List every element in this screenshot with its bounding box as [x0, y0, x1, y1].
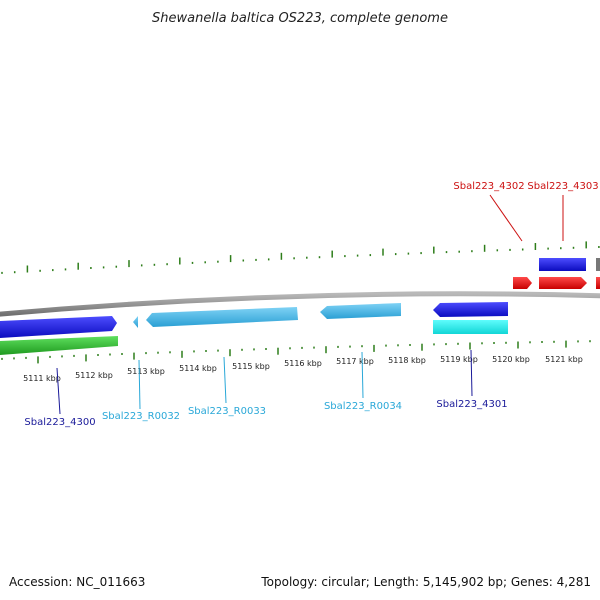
- scale-label: 5116 kbp: [284, 359, 322, 368]
- scale-label: 5113 kbp: [127, 367, 165, 376]
- feature-sbal223-r0032[interactable]: [133, 316, 138, 328]
- feature-sbal223-4302[interactable]: [513, 277, 532, 289]
- genome-summary-text: Topology: circular; Length: 5,145,902 bp…: [260, 575, 591, 589]
- scale-labels: 5111 kbp 5112 kbp 5113 kbp 5114 kbp 5115 kbp…: [23, 355, 583, 383]
- accession-text: Accession: NC_011663: [9, 575, 145, 589]
- scale-label: 5121 kbp: [545, 355, 583, 364]
- label-sbal223-r0034[interactable]: Sbal223_R0034: [324, 401, 402, 412]
- scale-label: 5114 kbp: [179, 364, 217, 373]
- label-sbal223-4302[interactable]: Sbal223_4302: [453, 181, 524, 192]
- scale-label: 5115 kbp: [232, 362, 270, 371]
- scale-label: 5120 kbp: [492, 355, 530, 364]
- feature-grey-edge[interactable]: [596, 258, 600, 271]
- genome-backbone: [0, 291, 600, 317]
- feature-red-edge[interactable]: [596, 277, 600, 289]
- leader-line-r0034: [361, 351, 364, 399]
- scale-label: 5112 kbp: [75, 371, 113, 380]
- scale-label: 5117 kbp: [336, 357, 374, 366]
- label-sbal223-4301[interactable]: Sbal223_4301: [436, 399, 507, 410]
- map-title: Shewanella baltica OS223, complete genom…: [152, 11, 448, 26]
- scale-label: 5118 kbp: [388, 356, 426, 365]
- outer-tick-ring: [1, 241, 600, 274]
- feature-sbal223-r0034[interactable]: [320, 303, 401, 319]
- leader-line-4301: [470, 349, 473, 397]
- leader-line-4300: [56, 367, 61, 415]
- scale-label: 5111 kbp: [23, 374, 61, 383]
- feature-sbal223-4301[interactable]: [433, 302, 508, 317]
- feature-sbal223-r0033[interactable]: [146, 307, 298, 327]
- feature-sbal223-4300[interactable]: [0, 316, 117, 338]
- feature-green-lower[interactable]: [0, 336, 118, 355]
- leader-line-r0033: [223, 356, 227, 404]
- label-sbal223-r0033[interactable]: Sbal223_R0033: [188, 406, 266, 417]
- feature-cyan-lower[interactable]: [433, 320, 508, 334]
- label-sbal223-4303[interactable]: Sbal223_4303: [527, 181, 598, 192]
- feature-sbal223-4303[interactable]: [539, 277, 587, 289]
- leader-line-r0032: [138, 359, 141, 410]
- leader-line-4302: [489, 194, 523, 242]
- label-sbal223-r0032[interactable]: Sbal223_R0032: [102, 411, 180, 422]
- scale-tick-ring: [1, 340, 591, 364]
- scale-label: 5119 kbp: [440, 355, 478, 364]
- feature-blue-upper[interactable]: [539, 258, 586, 271]
- label-sbal223-4300[interactable]: Sbal223_4300: [24, 417, 95, 428]
